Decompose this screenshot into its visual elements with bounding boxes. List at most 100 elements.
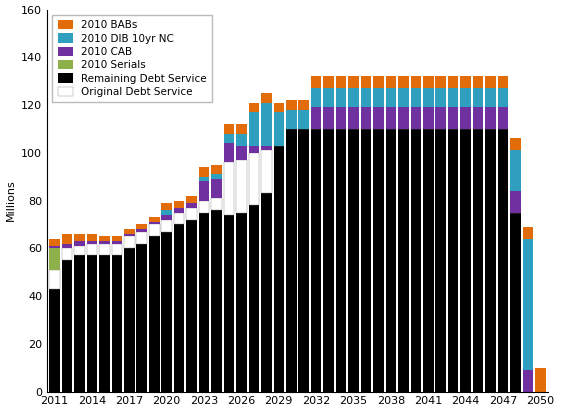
Bar [174, 201, 185, 208]
Bar [336, 129, 346, 391]
Bar [249, 205, 259, 391]
Bar [261, 150, 272, 193]
Bar [498, 88, 508, 108]
Bar [149, 236, 159, 391]
Bar [174, 225, 185, 391]
Bar [398, 76, 408, 88]
Bar [423, 108, 434, 129]
Bar [398, 108, 408, 129]
Bar [498, 129, 508, 391]
Bar [249, 153, 259, 205]
Bar [112, 241, 122, 243]
Bar [74, 234, 85, 241]
Bar [236, 146, 247, 160]
Bar [124, 234, 135, 236]
Bar [49, 289, 60, 391]
Bar [199, 213, 209, 391]
Bar [461, 108, 471, 129]
Bar [62, 260, 72, 391]
Bar [473, 76, 484, 88]
Bar [224, 134, 234, 143]
Bar [261, 103, 272, 146]
Bar [124, 229, 135, 234]
Bar [224, 162, 234, 215]
Bar [385, 88, 396, 108]
Bar [99, 236, 110, 241]
Bar [323, 108, 334, 129]
Bar [336, 108, 346, 129]
Bar [74, 255, 85, 391]
Bar [261, 93, 272, 103]
Bar [385, 129, 396, 391]
Bar [236, 213, 247, 391]
Bar [112, 243, 122, 255]
Bar [461, 129, 471, 391]
Bar [249, 103, 259, 112]
Bar [62, 234, 72, 243]
Bar [211, 165, 222, 174]
Bar [411, 129, 421, 391]
Legend: 2010 BABs, 2010 DIB 10yr NC, 2010 CAB, 2010 Serials, Remaining Debt Service, Ori: 2010 BABs, 2010 DIB 10yr NC, 2010 CAB, 2… [52, 15, 212, 102]
Bar [249, 146, 259, 153]
Bar [174, 208, 185, 213]
Bar [274, 146, 284, 391]
Bar [49, 239, 60, 246]
Bar [199, 167, 209, 177]
Bar [261, 146, 272, 150]
Bar [62, 243, 72, 248]
Bar [211, 210, 222, 391]
Bar [435, 76, 446, 88]
Bar [373, 76, 384, 88]
Bar [485, 129, 496, 391]
Bar [224, 143, 234, 162]
Bar [411, 76, 421, 88]
Bar [162, 220, 172, 232]
Bar [461, 88, 471, 108]
Bar [186, 203, 197, 208]
Bar [261, 193, 272, 391]
Bar [411, 88, 421, 108]
Bar [311, 76, 321, 88]
Bar [149, 225, 159, 236]
Bar [423, 76, 434, 88]
Bar [485, 76, 496, 88]
Bar [361, 76, 371, 88]
Bar [435, 108, 446, 129]
Bar [211, 198, 222, 210]
Bar [236, 124, 247, 134]
Bar [224, 124, 234, 134]
Bar [99, 241, 110, 243]
Bar [136, 225, 147, 229]
Bar [461, 76, 471, 88]
Bar [435, 129, 446, 391]
Bar [298, 129, 309, 391]
Bar [423, 88, 434, 108]
Bar [199, 201, 209, 213]
Bar [323, 76, 334, 88]
Bar [448, 76, 458, 88]
Bar [348, 76, 359, 88]
Bar [62, 248, 72, 260]
Bar [236, 134, 247, 146]
Y-axis label: Millions: Millions [6, 180, 16, 221]
Bar [523, 370, 534, 391]
Bar [523, 227, 534, 239]
Bar [348, 129, 359, 391]
Bar [385, 108, 396, 129]
Bar [298, 100, 309, 110]
Bar [99, 243, 110, 255]
Bar [136, 243, 147, 391]
Bar [373, 108, 384, 129]
Bar [373, 88, 384, 108]
Bar [74, 246, 85, 255]
Bar [274, 103, 284, 112]
Bar [485, 108, 496, 129]
Bar [162, 210, 172, 215]
Bar [398, 129, 408, 391]
Bar [510, 213, 521, 391]
Bar [535, 368, 546, 391]
Bar [74, 241, 85, 246]
Bar [348, 88, 359, 108]
Bar [99, 255, 110, 391]
Bar [199, 177, 209, 181]
